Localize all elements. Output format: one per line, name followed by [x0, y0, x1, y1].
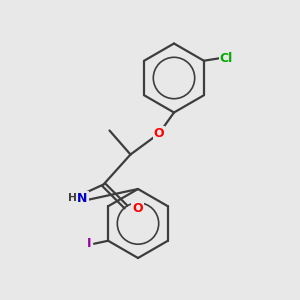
Text: I: I: [87, 237, 91, 250]
Text: O: O: [132, 202, 143, 215]
Text: Cl: Cl: [220, 52, 233, 65]
Text: O: O: [154, 127, 164, 140]
Text: N: N: [77, 191, 88, 205]
Text: H: H: [68, 193, 76, 203]
